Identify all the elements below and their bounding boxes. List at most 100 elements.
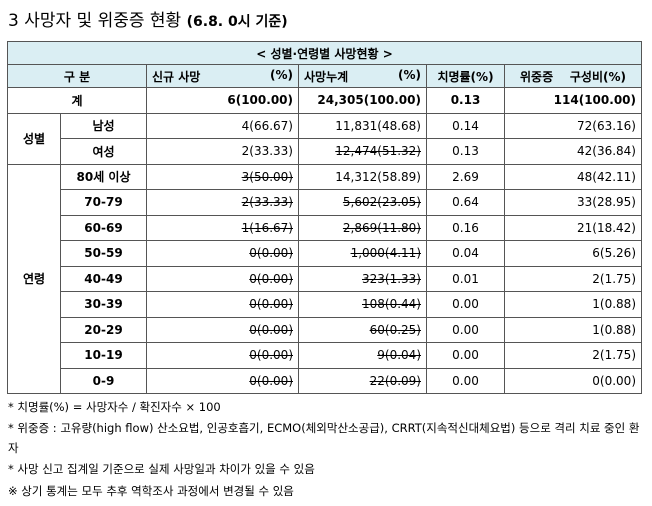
heading-title: 3 사망자 및 위중증 현황 (8, 11, 182, 31)
row-label: 60-69 (60, 214, 147, 241)
age-group-label: 연령 (7, 163, 61, 394)
cum-deaths-cell-value: 12,474(51.32) (335, 144, 421, 159)
fatality-cell-value: 0.00 (452, 297, 479, 312)
critical-cell-value: 2(1.75) (592, 271, 636, 286)
row-label: 50-59 (60, 240, 147, 267)
death-status-table: < 성별·연령별 사망현황 > 구 분 신규 사망 (%) 사망누계 (%) 치… (7, 41, 642, 394)
new-deaths-cell: 2(33.33) (146, 138, 299, 165)
critical-cell: 72(63.16) (504, 112, 642, 139)
fatality-cell: 0.64 (426, 189, 505, 216)
cum-deaths-cell-value: 1,000(4.11) (350, 246, 421, 261)
cum-deaths-cell: 1,000(4.11) (298, 240, 427, 267)
total-label: 계 (7, 87, 147, 114)
new-deaths-cell: 0(0.00) (146, 291, 299, 318)
fatality-cell: 0.00 (426, 367, 505, 394)
row-label-value: 50-59 (84, 246, 123, 261)
critical-cell-value: 42(36.84) (577, 144, 636, 159)
cum-deaths-cell: 9(0.04) (298, 342, 427, 369)
critical-cell-value: 1(0.88) (592, 297, 636, 312)
header-cum-deaths: 사망누계 (%) (298, 64, 427, 88)
new-deaths-cell: 3(50.00) (146, 163, 299, 190)
table-row: 10-19 0(0.00) 9(0.04) 0.00 2(1.75) (8, 342, 642, 369)
header-cum-deaths-pct: (%) (398, 67, 421, 82)
cum-deaths-cell-value: 14,312(58.89) (335, 169, 421, 184)
footnotes: * 치명률(%) = 사망자수 / 확진자수 × 100 * 위중증 : 고유량… (8, 396, 648, 502)
critical-cell-value: 21(18.42) (577, 220, 636, 235)
row-label-value: 60-69 (84, 220, 123, 235)
cum-deaths-cell-value: 11,831(48.68) (335, 118, 421, 133)
row-label: 0-9 (60, 367, 147, 394)
critical-cell: 33(28.95) (504, 189, 642, 216)
new-deaths-cell-value: 2(33.33) (241, 144, 293, 159)
table-row: 40-49 0(0.00) 323(1.33) 0.01 2(1.75) (8, 265, 642, 292)
fatality-cell-value: 0.00 (452, 348, 479, 363)
critical-cell-value: 72(63.16) (577, 118, 636, 133)
cum-deaths-cell-value: 323(1.33) (362, 271, 421, 286)
new-deaths-cell-value: 2(33.33) (241, 195, 293, 210)
note-fatality: * 치명률(%) = 사망자수 / 확진자수 × 100 (8, 400, 221, 414)
table-row: 30-39 0(0.00) 108(0.44) 0.00 1(0.88) (8, 291, 642, 318)
table-row: 50-59 0(0.00) 1,000(4.11) 0.04 6(5.26) (8, 240, 642, 267)
critical-cell: 48(42.11) (504, 163, 642, 190)
critical-cell-value: 48(42.11) (577, 169, 636, 184)
cum-deaths-cell: 323(1.33) (298, 265, 427, 292)
table-row: 성별 남성 4(66.67) 11,831(48.68) 0.14 72(63.16) (7, 112, 642, 165)
header-fatality: 치명률(%) (426, 64, 505, 88)
table-row: 20-29 0(0.00) 60(0.25) 0.00 1(0.88) (8, 316, 642, 343)
new-deaths-cell: 0(0.00) (146, 265, 299, 292)
row-label-value: 40-49 (84, 271, 123, 286)
sex-group-label: 성별 (7, 112, 61, 165)
fatality-cell-value: 0.64 (452, 195, 479, 210)
row-label-value: 70-79 (84, 195, 123, 210)
row-label: 80세 이상 (60, 163, 147, 190)
critical-cell-value: 33(28.95) (577, 195, 636, 210)
row-label-value: 남성 (92, 119, 115, 134)
table-row: 0-9 0(0.00) 22(0.09) 0.00 0(0.00) (8, 367, 642, 394)
critical-cell-value: 0(0.00) (592, 373, 636, 388)
table-row: 연령 80세 이상 3(50.00) 14,312(58.89) 2.69 48(42.1… (7, 163, 642, 394)
page-heading: 3 사망자 및 위중증 현황 (6.8. 0시 기준) (8, 6, 288, 31)
total-critical: 114(100.00) (504, 87, 642, 114)
cum-deaths-cell: 11,831(48.68) (298, 112, 427, 139)
header-critical-pct: 구성비(%) (569, 69, 626, 84)
table-row: 여성 2(33.33) 12,474(51.32) 0.13 42(36.84) (8, 138, 642, 165)
row-label-value: 80세 이상 (76, 170, 131, 185)
cum-deaths-cell: 60(0.25) (298, 316, 427, 343)
critical-cell-value: 1(0.88) (592, 322, 636, 337)
fatality-cell-value: 2.69 (452, 169, 479, 184)
new-deaths-cell-value: 4(66.67) (241, 118, 293, 133)
row-label-value: 여성 (92, 144, 115, 159)
critical-cell: 6(5.26) (504, 240, 642, 267)
row-label: 70-79 (60, 189, 147, 216)
fatality-cell: 0.13 (426, 138, 505, 165)
fatality-cell: 0.14 (426, 112, 505, 139)
heading-date: (6.8. 0시 기준) (186, 14, 288, 30)
fatality-cell-value: 0.01 (452, 271, 479, 286)
critical-cell: 42(36.84) (504, 138, 642, 165)
cum-deaths-cell: 108(0.44) (298, 291, 427, 318)
critical-cell-value: 2(1.75) (592, 348, 636, 363)
row-label-value: 10-19 (84, 348, 123, 363)
note-report-date: * 사망 신고 집계일 기준으로 실제 사망일과 차이가 있을 수 있음 (8, 462, 315, 476)
new-deaths-cell-value: 0(0.00) (249, 373, 293, 388)
new-deaths-cell: 0(0.00) (146, 240, 299, 267)
fatality-cell: 2.69 (426, 163, 505, 190)
row-label-value: 20-29 (84, 322, 123, 337)
row-label: 40-49 (60, 265, 147, 292)
table-row: 60-69 1(16.67) 2,869(11.80) 0.16 21(18.42) (8, 214, 642, 241)
row-label: 30-39 (60, 291, 147, 318)
new-deaths-cell: 0(0.00) (146, 342, 299, 369)
cum-deaths-cell-value: 9(0.04) (377, 348, 421, 363)
new-deaths-cell: 0(0.00) (146, 316, 299, 343)
cum-deaths-cell: 12,474(51.32) (298, 138, 427, 165)
cum-deaths-cell: 5,602(23.05) (298, 189, 427, 216)
cum-deaths-cell: 2,869(11.80) (298, 214, 427, 241)
row-label: 여성 (60, 138, 147, 165)
cum-deaths-cell-value: 2,869(11.80) (342, 220, 421, 235)
note-critical: * 위중증 : 고유량(high flow) 산소요법, 인공호흡기, ECMO… (8, 421, 640, 455)
row-label: 10-19 (60, 342, 147, 369)
new-deaths-cell-value: 0(0.00) (249, 297, 293, 312)
table-caption: < 성별·연령별 사망현황 > (7, 41, 642, 65)
fatality-cell: 0.00 (426, 316, 505, 343)
critical-cell: 21(18.42) (504, 214, 642, 241)
